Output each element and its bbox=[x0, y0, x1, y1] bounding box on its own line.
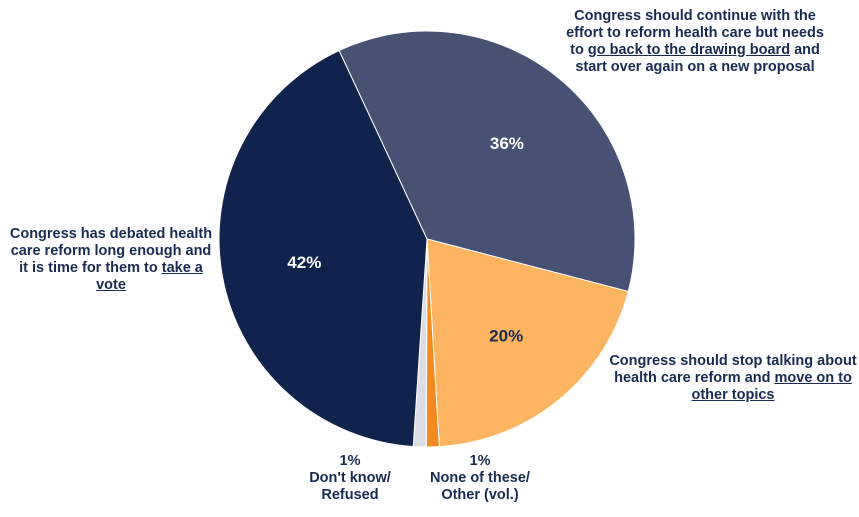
callout-start-over-text-pre: Congress should continue with the effort… bbox=[566, 8, 824, 58]
callout-dont-know-line2: Refused bbox=[321, 487, 379, 503]
callout-take-a-vote: Congress has debated health care reform … bbox=[6, 226, 216, 294]
slice-start-over bbox=[338, 30, 636, 293]
callout-dont-know-line1: Don't know/ bbox=[309, 470, 391, 486]
slice-move-on-pct-label: 20% bbox=[489, 326, 523, 345]
callout-none-other-line1: None of these/ bbox=[430, 470, 530, 486]
slice-take-a-vote-pct-label: 42% bbox=[287, 253, 321, 272]
callout-take-a-vote-text-pre: Congress has debated health care reform … bbox=[9, 226, 213, 276]
callout-move-on-text-pre: Congress should stop talking about healt… bbox=[609, 353, 857, 386]
callout-start-over-text-post: and start over again on a new proposal bbox=[575, 42, 820, 75]
callout-none-other-line2: Other (vol.) bbox=[441, 487, 519, 503]
callout-start-over-text-underlined: go back to the drawing board bbox=[587, 42, 791, 58]
slice-take-a-vote bbox=[218, 49, 428, 448]
slice-label-none-other: 1% bbox=[469, 453, 491, 469]
slice-move-on bbox=[426, 238, 629, 448]
callout-move-on: Congress should stop talking about healt… bbox=[608, 353, 858, 404]
callout-start-over: Congress should continue with the effort… bbox=[565, 8, 825, 76]
callout-dont-know: 1% Don't know/ Refused bbox=[290, 453, 410, 504]
slice-label-dont-know: 1% bbox=[339, 453, 361, 469]
slice-start-over-pct-label: 36% bbox=[490, 134, 524, 153]
callout-move-on-text-underlined: move on to other topics bbox=[691, 370, 852, 403]
callout-take-a-vote-text-underlined: take a vote bbox=[96, 260, 203, 293]
callout-none-other: 1% None of these/ Other (vol.) bbox=[410, 453, 550, 504]
